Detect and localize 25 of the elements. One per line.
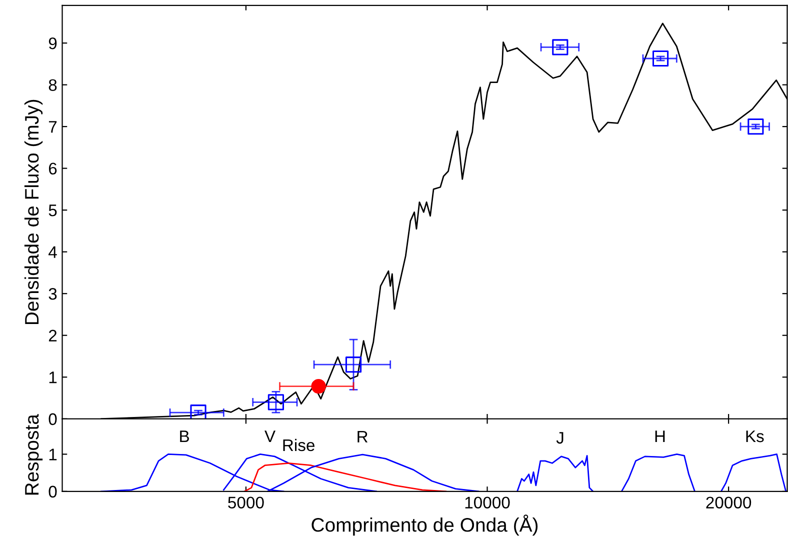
y-tick-label: 1 — [49, 372, 57, 384]
y-tick-label: 5 — [48, 204, 57, 216]
series-label: Ks — [746, 430, 764, 442]
y-tick-label: 0 — [48, 413, 57, 426]
series-label: Rise — [283, 438, 314, 452]
x-tick-label: 10000 — [465, 496, 510, 509]
y-tick-label: 0 — [48, 486, 57, 498]
y-axis-title: Densidade de Fluxo (mJy) — [24, 100, 43, 324]
x-axis-title: Comprimento de Onda (Å) — [312, 514, 538, 536]
series-label: R — [358, 430, 368, 442]
y-tick-label: 4 — [48, 246, 57, 258]
x-tick-label: 20000 — [706, 496, 752, 509]
y-tick-label: 2 — [48, 330, 57, 342]
y-tick-label: 3 — [48, 288, 57, 300]
series-label: H — [655, 430, 665, 442]
series-label: B — [180, 430, 189, 442]
y-tick-label: 7 — [48, 121, 57, 133]
x-tick-label: 5000 — [228, 496, 264, 509]
y-tick-label: 1 — [49, 448, 57, 460]
y-axis-title: Resposta — [25, 414, 43, 495]
series-label: J — [556, 432, 564, 444]
series-label: V — [264, 430, 276, 442]
y-tick-label: 9 — [48, 37, 57, 50]
y-tick-label: 6 — [48, 162, 57, 175]
y-tick-label: 8 — [48, 79, 57, 92]
